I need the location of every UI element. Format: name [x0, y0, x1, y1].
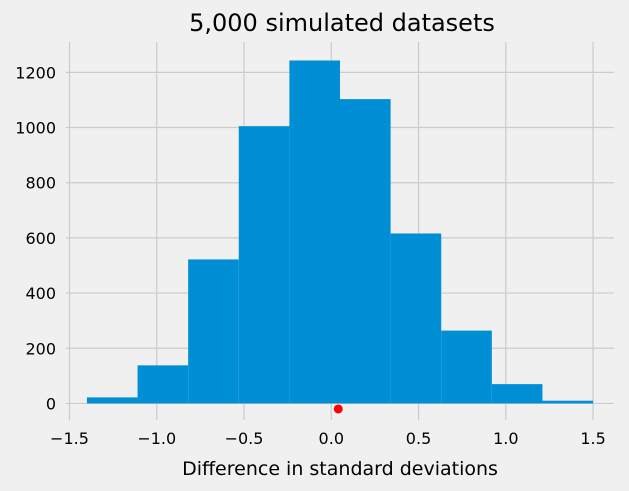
histogram-bar-3 [238, 126, 290, 404]
histogram-bar-5 [340, 99, 391, 404]
histogram-bar-6 [390, 233, 442, 404]
histogram-bar-0 [86, 397, 138, 404]
y-tick-label-2: 400 [25, 284, 56, 303]
points-layer [333, 404, 343, 414]
histogram-bar-7 [441, 330, 492, 404]
y-tick-label-0: 0 [46, 394, 56, 413]
x-tick-label-4: 0.5 [406, 429, 431, 448]
histogram-bar-2 [188, 259, 239, 404]
y-tick-label-1: 200 [25, 339, 56, 358]
y-tick-label-4: 800 [25, 174, 56, 193]
y-tick-label-6: 1200 [15, 63, 56, 82]
x-tick-label-3: 0.0 [319, 429, 344, 448]
x-axis-label: Difference in standard deviations [182, 458, 498, 480]
x-tick-label-1: −1.0 [137, 429, 176, 448]
x-tick-label-6: 1.5 [580, 429, 605, 448]
chart-title: 5,000 simulated datasets [189, 9, 495, 37]
data-point-0 [333, 404, 343, 414]
x-tick-label-0: −1.5 [50, 429, 89, 448]
bars-layer [86, 60, 594, 404]
y-tick-labels: 0 200 400 600 800 1000 1200 [15, 63, 56, 413]
histogram-bar-4 [289, 60, 340, 404]
x-tick-label-2: −0.5 [225, 429, 264, 448]
histogram-bar-8 [491, 384, 543, 404]
y-tick-label-5: 1000 [15, 119, 56, 138]
y-tick-label-3: 600 [25, 229, 56, 248]
histogram-bar-1 [137, 365, 189, 404]
x-tick-labels: −1.5 −1.0 −0.5 0.0 0.5 1.0 1.5 [50, 429, 606, 448]
histogram-bar-9 [542, 400, 594, 404]
x-tick-label-5: 1.0 [493, 429, 518, 448]
